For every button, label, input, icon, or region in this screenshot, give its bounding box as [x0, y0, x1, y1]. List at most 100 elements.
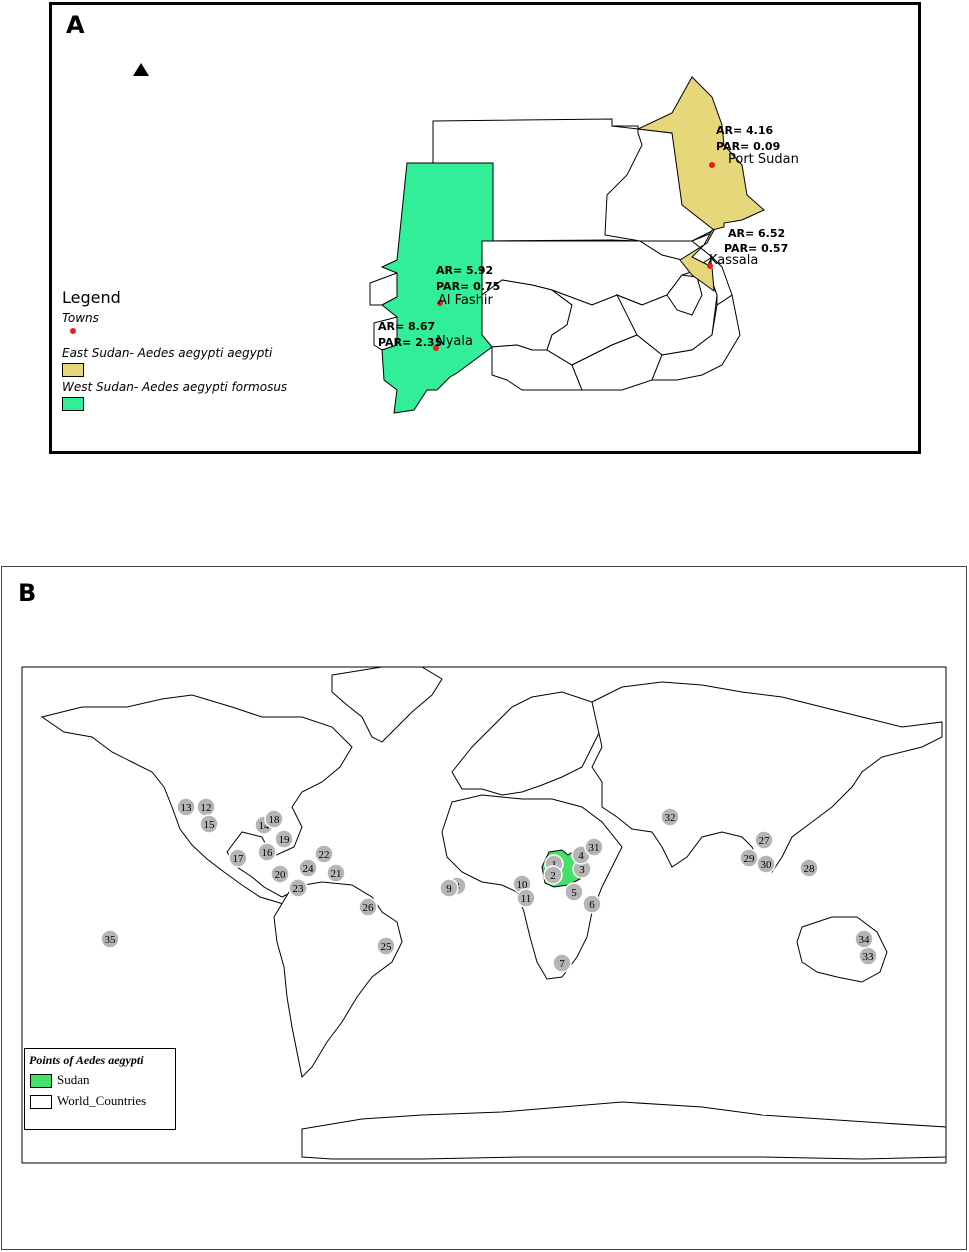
sample-point: 16 [257, 842, 277, 862]
antarctica [301, 1101, 947, 1160]
sample-point-label: 1 [551, 859, 557, 871]
sample-point-marker [176, 797, 196, 817]
sample-point-label: 4 [578, 850, 584, 862]
sample-point-marker [552, 953, 572, 973]
sample-point: 33 [858, 946, 878, 966]
greenland [331, 666, 443, 743]
legend-world-swatch [30, 1095, 52, 1109]
sample-point: 12 [196, 797, 216, 817]
sample-point-label: 25 [381, 941, 393, 953]
sample-point-label: 23 [293, 883, 305, 895]
town-dot [709, 162, 715, 168]
map-frame [21, 666, 947, 1164]
sample-point: 25 [376, 936, 396, 956]
sample-point-marker [376, 936, 396, 956]
sample-point-marker [314, 844, 334, 864]
legend-towns-label: Towns [62, 311, 99, 325]
sample-point: 31 [584, 837, 604, 857]
sample-point-marker [582, 894, 602, 914]
sample-point: 30 [756, 854, 776, 874]
legend-world-label: World_Countries [57, 1093, 147, 1108]
sample-point: 35 [100, 929, 120, 949]
sample-point-label: 2 [550, 870, 556, 882]
sample-point: 5 [564, 882, 584, 902]
sample-point-marker [854, 929, 874, 949]
sample-point-label: 13 [181, 802, 193, 814]
town-name: Nyala [436, 334, 473, 349]
panel-b-world-map: B 12345678910111213141516171819202122232… [1, 566, 967, 1250]
sample-point-label: 28 [804, 863, 816, 875]
sample-point: 20 [270, 864, 290, 884]
sample-point: 7 [552, 953, 572, 973]
sample-point-marker [199, 814, 219, 834]
sample-point-label: 12 [201, 802, 212, 814]
town-par: PAR= 0.75 [436, 280, 500, 293]
sample-point: 2 [543, 865, 563, 885]
town-ar: AR= 6.52 [728, 227, 785, 240]
sudan-map: AR= 4.16 PAR= 0.09 Port Sudan AR= 6.52 P… [133, 63, 799, 414]
sample-point-marker [660, 807, 680, 827]
sample-point: 23 [288, 878, 308, 898]
sample-point-marker [754, 830, 774, 850]
sample-point-label: 3 [579, 864, 585, 876]
sample-point-marker [228, 848, 248, 868]
town-par: PAR= 2.35 [378, 336, 442, 349]
town-ar: AR= 5.92 [436, 264, 493, 277]
legend-east-label: East Sudan- Aedes aegypti aegypti [62, 346, 273, 360]
town-dot [437, 300, 443, 306]
sample-point-label: 29 [744, 853, 756, 865]
north-arrow-icon [133, 63, 149, 76]
sample-point-label: 34 [859, 934, 871, 946]
sample-point-label: 7 [559, 958, 565, 970]
sample-point-marker [274, 829, 294, 849]
panel-a-sudan-map: A [49, 2, 921, 454]
town-name: Kassala [709, 253, 758, 268]
sample-point-marker [584, 837, 604, 857]
legend-title: Legend [62, 288, 121, 307]
sample-point-label: 26 [363, 902, 375, 914]
sample-point: 15 [199, 814, 219, 834]
sample-point-label: 32 [665, 812, 676, 824]
sample-point: 21 [326, 863, 346, 883]
sample-point-label: 33 [863, 951, 875, 963]
sample-point: 6 [582, 894, 602, 914]
south-america [273, 881, 403, 1079]
sample-point-label: 35 [105, 934, 117, 946]
town-markers [433, 162, 715, 351]
sample-point-marker [288, 878, 308, 898]
panel-b-letter: B [18, 579, 37, 607]
town-dot [707, 263, 713, 269]
sample-point-marker [326, 863, 346, 883]
sample-point-label: 20 [275, 869, 287, 881]
sample-point-label: 5 [571, 887, 577, 899]
sample-point-marker [564, 882, 584, 902]
town-par: PAR= 0.57 [724, 242, 788, 255]
legend-b-title: Points of Aedes aegypti [29, 1053, 144, 1067]
sample-point: 34 [854, 929, 874, 949]
sample-point: 29 [739, 848, 759, 868]
legend-west-swatch [62, 397, 84, 411]
west-sudan-region [380, 162, 494, 414]
sample-point: 13 [176, 797, 196, 817]
sample-point: 9 [439, 878, 459, 898]
east-sudan-region [636, 76, 765, 293]
legend-east-swatch [62, 363, 84, 377]
sample-point-label: 21 [331, 868, 342, 880]
sample-point-label: 24 [303, 863, 315, 875]
legend-sudan-label: Sudan [57, 1072, 90, 1087]
sample-point-marker [439, 878, 459, 898]
sudan-states-white [369, 118, 741, 391]
sample-point-label: 9 [446, 883, 452, 895]
asia [591, 681, 943, 873]
sample-point-marker [257, 842, 277, 862]
blue-nile [666, 274, 703, 316]
sample-point-marker [756, 854, 776, 874]
sample-point-label: 19 [279, 834, 291, 846]
town-ar: AR= 4.16 [716, 124, 774, 137]
sample-point-marker [264, 809, 284, 829]
sample-point-marker [739, 848, 759, 868]
sample-point: 24 [298, 858, 318, 878]
town-dot [433, 345, 439, 351]
sample-point: 11 [516, 888, 536, 908]
south-d [651, 294, 741, 381]
